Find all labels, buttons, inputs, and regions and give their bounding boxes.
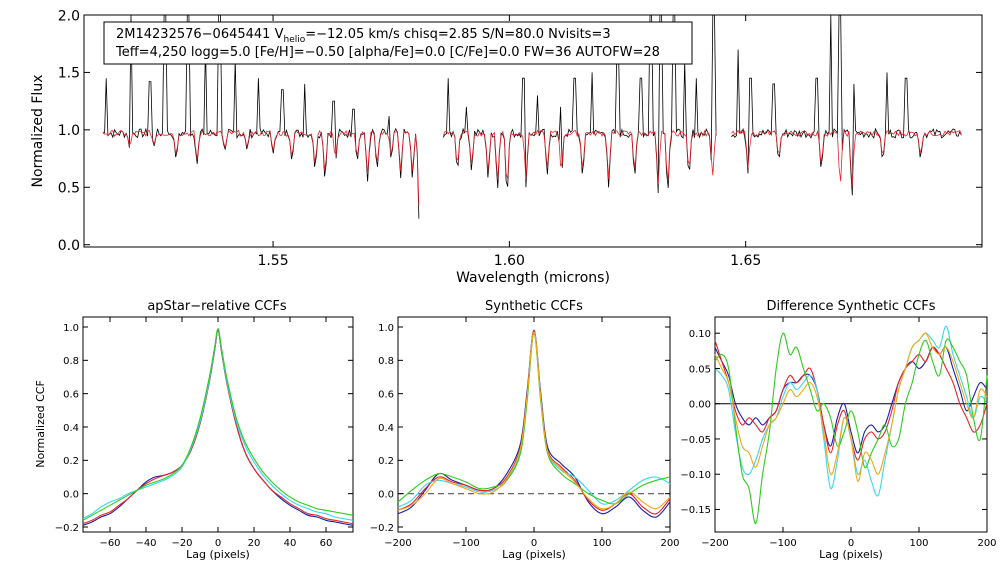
model-spectrum-chip-2	[442, 129, 717, 185]
observed-spectrum-chip-3	[731, 14, 962, 196]
ccf-series-visit-2	[714, 340, 988, 461]
info-line-1: 2M14232576−0645441 Vhelio=−12.05 km/s ch…	[116, 27, 611, 45]
ccf1-axes: −60 −40 −20 0 20 40 60 −0.2 0.0 0.2 0.4 0.6 0.8 1.0	[55, 317, 353, 549]
spectrum-ylabel: Normalized Flux	[30, 75, 46, 188]
y-tick-label-5: 0.8	[63, 356, 79, 367]
ccf3-axes: −200 −100 0 100 200 −0.15 −0.10 −0.05 0.00 0.05 0.…	[680, 317, 997, 549]
y-tick-label-1: 0.0	[378, 489, 394, 500]
y-tick-label-3: 1.5	[58, 66, 80, 82]
ccf1-xlabel: Lag (pixels)	[186, 548, 250, 561]
ccf2-xlabel: Lag (pixels)	[502, 548, 566, 561]
info-line-1-subscript: helio	[283, 35, 305, 45]
x-tick-label-1: −100	[769, 538, 796, 549]
y-tick-label-2: −0.05	[680, 435, 711, 446]
ccf2-axes: −200 −100 0 100 200 −0.2 0.0 0.2 0.4 0.6 0.8 1.0	[370, 317, 680, 549]
x-tick-label-0: −200	[701, 538, 728, 549]
y-tick-label-0: −0.2	[55, 523, 79, 534]
info-line-2: Teff=4,250 logg=5.0 [Fe/H]=−0.50 [alpha/…	[115, 45, 660, 60]
spectrum-xlabel: Wavelength (microns)	[456, 270, 610, 286]
x-tick-label-2: 1.65	[730, 253, 761, 269]
x-tick-label-2: −20	[171, 538, 192, 549]
ccf-series-visit-3	[397, 331, 671, 508]
x-tick-label-3: 100	[909, 538, 928, 549]
y-tick-label-6: 1.0	[378, 323, 394, 334]
ccf1-ylabel: Normalized CCF	[34, 380, 47, 468]
y-tick-label-5: 0.8	[378, 356, 394, 367]
ccf-panel-difference: Difference Synthetic CCFs −200 −100 0 100 20…	[680, 299, 996, 561]
ccf2-title: Synthetic CCFs	[485, 299, 583, 314]
ccf1-plot-frame	[82, 316, 354, 533]
model-spectrum-chip-3	[731, 129, 962, 187]
y-tick-label-2: 1.0	[58, 123, 80, 139]
y-tick-label-4: 0.6	[63, 389, 79, 400]
y-tick-label-1: −0.10	[680, 470, 711, 481]
ccf3-title: Difference Synthetic CCFs	[766, 299, 935, 314]
y-tick-label-0: −0.15	[680, 505, 711, 516]
model-spectrum-chip-1	[102, 129, 420, 206]
x-tick-label-0: −60	[99, 538, 120, 549]
info-box-frame	[103, 21, 693, 65]
ccf3-traces	[714, 325, 988, 525]
ccf1-title: apStar−relative CCFs	[147, 299, 287, 314]
x-tick-label-5: 40	[284, 538, 297, 549]
y-tick-label-6: 1.0	[63, 323, 79, 334]
y-tick-label-0: −0.2	[370, 523, 394, 534]
ccf-series-visit-1	[397, 329, 671, 518]
ccf-series-model	[397, 331, 671, 511]
x-tick-label-4: 200	[660, 538, 679, 549]
ccf-series-model	[714, 332, 988, 482]
y-tick-label-4: 2.0	[58, 8, 80, 24]
y-tick-label-1: 0.5	[58, 181, 80, 197]
ccf2-traces	[397, 329, 671, 518]
y-tick-label-3: 0.4	[63, 423, 79, 434]
x-tick-label-2: 0	[848, 538, 854, 549]
x-tick-label-2: 0	[531, 538, 537, 549]
ccf-series-visit-3	[82, 328, 354, 521]
ccf1-traces	[82, 328, 354, 526]
x-tick-label-3: 0	[215, 538, 221, 549]
ccf-series-combined	[397, 333, 671, 505]
ccf3-xlabel: Lag (pixels)	[819, 548, 883, 561]
x-tick-label-4: 200	[977, 538, 996, 549]
x-tick-label-1: −40	[135, 538, 156, 549]
ccf2-plot-frame	[397, 316, 671, 533]
ccf-panel-synthetic: Synthetic CCFs −200 −100 0 100 200 −0.2 0.0 0.2…	[370, 299, 680, 561]
ccf-series-combined	[714, 332, 988, 525]
y-tick-label-4: 0.6	[378, 389, 394, 400]
spectrum-panel: 1.55 1.60 1.65 0.0 0.5 1.0 1.5 2.0 2M14232576−0…	[30, 8, 983, 286]
x-tick-label-0: −200	[384, 538, 411, 549]
y-tick-label-2: 0.2	[378, 456, 394, 467]
info-line-1-prefix: 2M14232576−0645441 V	[116, 27, 284, 42]
ccf-panel-apstar: apStar−relative CCFs −60 −40 −20 0 20 40 60 −0.…	[34, 299, 354, 561]
y-tick-label-5: 0.10	[689, 329, 711, 340]
ccf-series-visit-2	[82, 329, 354, 525]
x-tick-label-1: 1.60	[494, 253, 525, 269]
x-tick-label-3: 100	[592, 538, 611, 549]
y-tick-label-4: 0.05	[689, 364, 711, 375]
y-tick-label-1: 0.0	[63, 489, 79, 500]
spectrum-axes: 1.55 1.60 1.65 0.0 0.5 1.0 1.5 2.0	[58, 8, 982, 269]
spectrum-traces	[102, 14, 962, 219]
x-tick-label-1: −100	[452, 538, 479, 549]
info-line-1-suffix: =−12.05 km/s chisq=2.85 S/N=80.0 Nvisits…	[305, 27, 610, 42]
ccf-series-combined	[82, 328, 354, 521]
y-tick-label-3: 0.00	[689, 400, 711, 411]
y-tick-label-0: 0.0	[58, 238, 80, 254]
x-tick-label-4: 20	[248, 538, 261, 549]
y-tick-label-3: 0.4	[378, 423, 394, 434]
y-tick-label-2: 0.2	[63, 456, 79, 467]
ccf-series-visit-2	[397, 329, 671, 515]
x-tick-label-6: 60	[320, 538, 333, 549]
spectrum-plot-frame	[83, 14, 983, 248]
spectrum-info-box: 2M14232576−0645441 Vhelio=−12.05 km/s ch…	[103, 21, 693, 65]
x-tick-label-0: 1.55	[257, 253, 288, 269]
